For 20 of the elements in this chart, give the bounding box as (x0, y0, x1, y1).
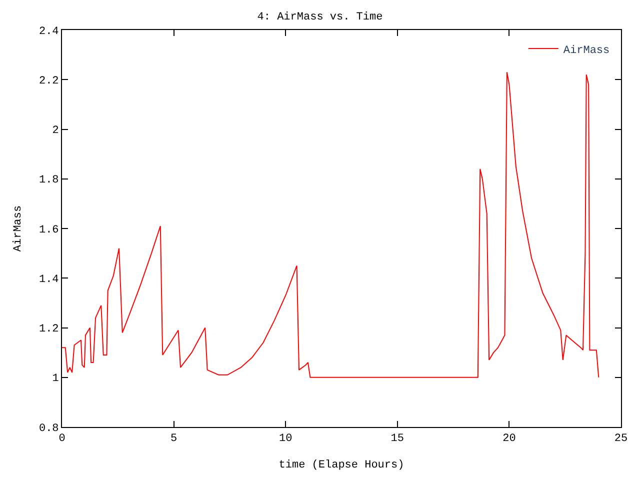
x-tick-label: 25 (614, 433, 628, 446)
y-axis-title: AirMass (12, 205, 25, 252)
y-tick-label: 1.8 (38, 174, 59, 187)
x-tick-label: 5 (170, 433, 178, 446)
legend-label: AirMass (563, 44, 610, 57)
y-tick-label: 2 (52, 125, 59, 138)
y-tick-label: 1.4 (38, 274, 60, 286)
chart-title: 4: AirMass vs. Time (257, 12, 383, 24)
y-tick-label: 1 (52, 373, 60, 386)
x-tick-label: 0 (58, 433, 66, 446)
y-tick-label: 1.2 (38, 324, 59, 336)
x-axis-title: time (Elapse Hours) (278, 459, 404, 472)
x-tick-label: 10 (279, 433, 292, 446)
y-tick-label: 2.2 (38, 75, 59, 88)
y-tick-label: 0.8 (38, 422, 59, 435)
y-tick-label: 2.4 (38, 26, 60, 38)
x-tick-label: 20 (502, 433, 516, 446)
line-series (62, 72, 600, 378)
y-tick-label: 1.6 (38, 224, 59, 236)
x-tick-label: 15 (390, 433, 404, 446)
